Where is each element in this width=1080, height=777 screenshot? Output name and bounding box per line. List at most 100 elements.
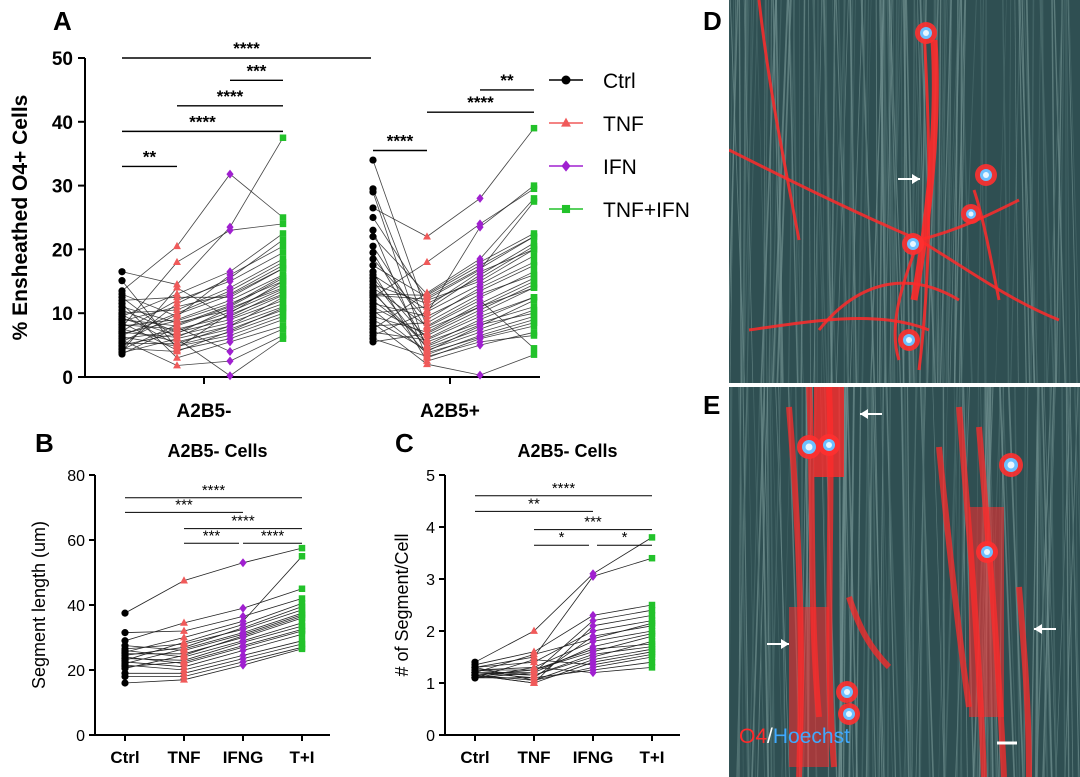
subject-line [124, 630, 303, 664]
data-point-ifn [476, 327, 484, 337]
subject-line [121, 280, 284, 334]
subject-line [474, 622, 653, 673]
significance-label: ** [500, 71, 514, 90]
data-point-ifn [226, 356, 234, 366]
pointer-arrow [860, 409, 882, 419]
data-point-t-i [298, 600, 306, 607]
fiber [729, 0, 739, 343]
fiber [770, 0, 782, 383]
data-point-ifn [476, 302, 484, 312]
fiber [942, 387, 945, 777]
fiber [1002, 387, 1018, 777]
fiber [798, 0, 801, 383]
data-point-tnf [423, 359, 431, 368]
fiber [1049, 387, 1058, 777]
fiber [961, 0, 977, 383]
subject-line [121, 307, 284, 352]
data-point-ifn [476, 289, 484, 299]
data-point-tnf [173, 329, 181, 337]
data-point-ifng [589, 660, 597, 670]
arrow-head [912, 174, 920, 184]
data-point-tnf [173, 339, 181, 347]
subject-line [474, 643, 653, 676]
data-point-tnf [180, 626, 188, 634]
subject-line [372, 191, 535, 353]
fiber [816, 0, 819, 383]
significance-label: **** [552, 480, 576, 497]
fiber [760, 0, 777, 383]
data-point-ifng [589, 644, 597, 654]
data-point-ifng [239, 611, 247, 621]
chart-a-legend: Ctrl TNF IFN TNF+IFN [549, 70, 690, 222]
subject-line [121, 173, 284, 292]
data-point-t-i [298, 606, 306, 614]
fiber [729, 0, 737, 383]
legend-marker [561, 75, 571, 85]
data-point-tnf [530, 626, 538, 634]
nucleus-core [805, 443, 813, 451]
x-group-label: A2B5+ [420, 401, 480, 422]
fiber [949, 0, 961, 383]
fiber [773, 0, 781, 383]
fiber [932, 387, 945, 777]
panel-letter-e-outside: E [703, 390, 721, 420]
o4-cell-region [814, 387, 844, 477]
fiber [1022, 387, 1026, 777]
fiber [1019, 0, 1035, 383]
data-point-ctrl [369, 156, 377, 164]
data-point-ifn [226, 326, 234, 336]
fiber [947, 0, 952, 383]
data-point-t-i [648, 534, 656, 541]
fiber [1042, 387, 1055, 777]
subject-line [124, 614, 303, 651]
fiber [953, 387, 963, 777]
data-point-tnf-ifn [530, 271, 538, 279]
fiber [755, 0, 768, 383]
fiber [736, 387, 749, 777]
micrograph-d-image [729, 0, 1080, 383]
data-point-t-i [648, 645, 656, 653]
fiber [1037, 387, 1042, 777]
data-point-t-i [648, 651, 656, 658]
data-point-ctrl [369, 289, 377, 297]
data-point-ifn [226, 346, 234, 356]
chart-c: A2B5- Cells # of Segment/Cell 0 1 2 3 4 5 Ctrl TN… [392, 441, 680, 767]
data-point-tnf-ifn [530, 294, 538, 301]
x-tick-label: T+I [639, 748, 664, 767]
fiber [1058, 0, 1065, 383]
subject-line [121, 338, 284, 377]
subject-line [474, 648, 653, 681]
data-point-tnf-ifn [530, 124, 538, 132]
y-tick-label: 20 [67, 663, 85, 680]
data-point-tnf-ifn [279, 265, 287, 272]
subject-line [125, 646, 303, 677]
data-point-ctrl [369, 185, 377, 193]
nucleus-core [983, 172, 989, 178]
x-tick-label: Ctrl [460, 748, 489, 767]
data-point-tnf [423, 312, 431, 320]
data-point-tnf-ifn [279, 278, 287, 285]
y-tick-label: 30 [52, 177, 73, 198]
fiber [771, 0, 789, 383]
pointer-arrow [767, 639, 789, 649]
o4-process [936, 446, 972, 708]
micrograph-e-image [729, 387, 1080, 777]
subject-line [121, 296, 284, 340]
fiber [1030, 387, 1039, 777]
nucleus-core [826, 442, 832, 448]
data-point-t-i [298, 626, 306, 633]
fiber [1040, 0, 1048, 383]
fiber [878, 387, 884, 777]
subject-line [372, 255, 535, 336]
significance-label: **** [467, 93, 494, 112]
data-point-ifn [476, 273, 484, 283]
y-axis-label: % Ensheathed O4+ Cells [9, 95, 32, 341]
chart-title: A2B5- Cells [167, 441, 267, 461]
fiber [792, 0, 800, 383]
subject-line [121, 137, 284, 285]
data-point-tnf-ifn [279, 230, 287, 237]
data-point-ifng [239, 558, 247, 568]
subject-line [475, 609, 653, 673]
significance-label: *** [584, 514, 602, 531]
subject-line [121, 319, 284, 351]
